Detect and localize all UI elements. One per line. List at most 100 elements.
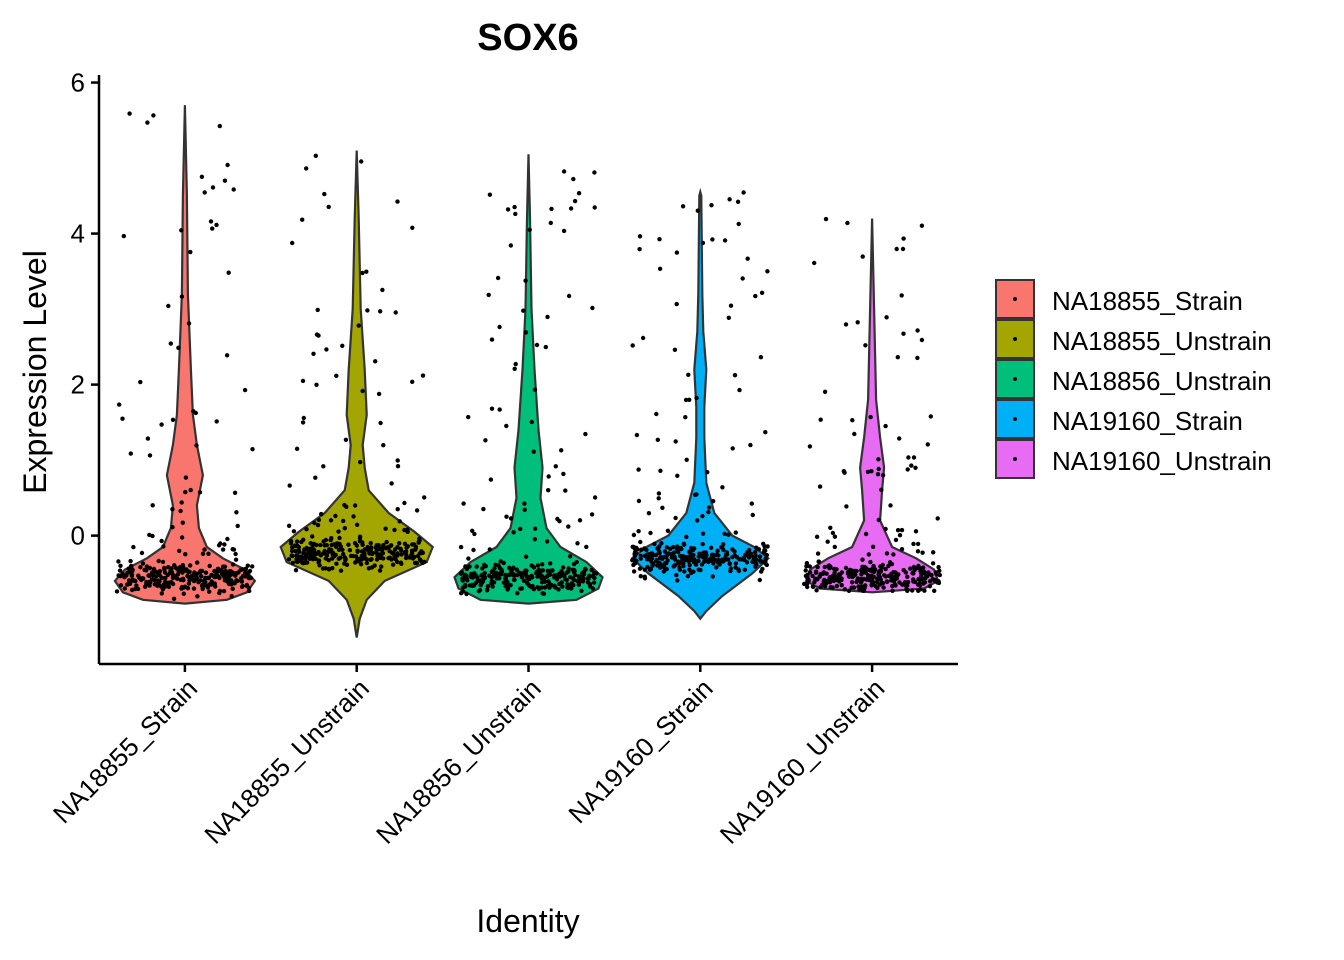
data-point (913, 579, 918, 585)
data-point (364, 560, 370, 566)
data-point (813, 570, 819, 575)
data-point (683, 415, 688, 420)
data-point (810, 584, 816, 589)
data-point (681, 564, 686, 569)
data-point (376, 543, 381, 548)
data-point (225, 575, 231, 581)
data-point (732, 373, 738, 378)
data-point (118, 583, 124, 588)
data-point (114, 589, 120, 594)
data-point (150, 503, 155, 508)
data-point (393, 557, 398, 562)
data-point (565, 582, 570, 587)
data-point (352, 503, 358, 508)
data-point (247, 588, 252, 594)
data-point (686, 372, 691, 377)
data-point (230, 586, 235, 591)
data-point (347, 548, 353, 553)
data-point (497, 324, 502, 330)
data-point (369, 545, 374, 550)
data-point (532, 387, 538, 392)
data-point (652, 541, 657, 547)
data-point (471, 547, 476, 553)
data-point (911, 455, 917, 460)
data-point (341, 551, 346, 557)
data-point (763, 430, 768, 435)
data-point (726, 315, 731, 320)
data-point (316, 517, 322, 523)
data-point (233, 557, 239, 562)
data-point (636, 529, 641, 534)
data-point (118, 563, 123, 568)
data-point (810, 573, 815, 579)
data-point (750, 512, 755, 518)
data-point (631, 569, 637, 574)
data-point (126, 570, 132, 575)
data-point (658, 562, 663, 568)
data-point (897, 533, 903, 538)
data-point (483, 564, 488, 569)
data-point (346, 542, 351, 547)
data-point (195, 594, 200, 599)
data-point (374, 548, 379, 553)
data-point (660, 505, 665, 510)
data-point (759, 290, 765, 295)
data-point (313, 475, 318, 480)
data-point (850, 574, 855, 580)
data-point (319, 511, 324, 517)
data-point (830, 530, 836, 536)
data-point (228, 569, 233, 574)
data-point (116, 559, 121, 564)
data-point (634, 432, 640, 438)
data-point (662, 549, 668, 554)
data-point (379, 564, 384, 569)
data-point (519, 575, 525, 580)
data-point (229, 594, 234, 599)
data-point (545, 314, 550, 320)
legend-swatch-dot (1013, 297, 1017, 301)
data-point (883, 574, 888, 579)
data-point (571, 576, 576, 581)
data-point (745, 256, 750, 261)
data-point (569, 586, 574, 591)
data-point (642, 567, 647, 572)
data-point (818, 584, 823, 590)
data-point (316, 558, 322, 563)
data-point (344, 562, 350, 567)
data-point (816, 559, 822, 564)
data-point (671, 544, 676, 550)
data-point (572, 198, 578, 204)
data-point (484, 588, 490, 593)
data-point (576, 574, 581, 579)
data-point (159, 538, 164, 544)
y-tick-label: 0 (71, 521, 85, 551)
data-point (648, 558, 653, 563)
data-point (300, 378, 306, 384)
data-point (168, 341, 173, 346)
data-point (571, 582, 576, 588)
data-point (307, 549, 312, 554)
data-point (876, 517, 881, 523)
data-point (631, 532, 637, 538)
data-point (899, 547, 905, 552)
data-point (894, 246, 899, 252)
data-point (754, 562, 759, 567)
data-point (497, 407, 502, 412)
data-point (333, 513, 338, 519)
data-point (465, 578, 470, 583)
data-point (837, 572, 843, 577)
data-point (919, 337, 925, 343)
data-point (124, 573, 129, 578)
data-point (412, 554, 417, 560)
data-point (544, 539, 550, 544)
data-point (561, 228, 567, 234)
data-point (650, 551, 655, 556)
data-point (685, 574, 691, 579)
data-point (511, 565, 516, 571)
data-point (684, 557, 689, 563)
data-point (226, 270, 231, 275)
data-point (203, 570, 209, 575)
data-point (166, 584, 172, 589)
data-point (639, 547, 644, 552)
data-point (121, 233, 127, 239)
